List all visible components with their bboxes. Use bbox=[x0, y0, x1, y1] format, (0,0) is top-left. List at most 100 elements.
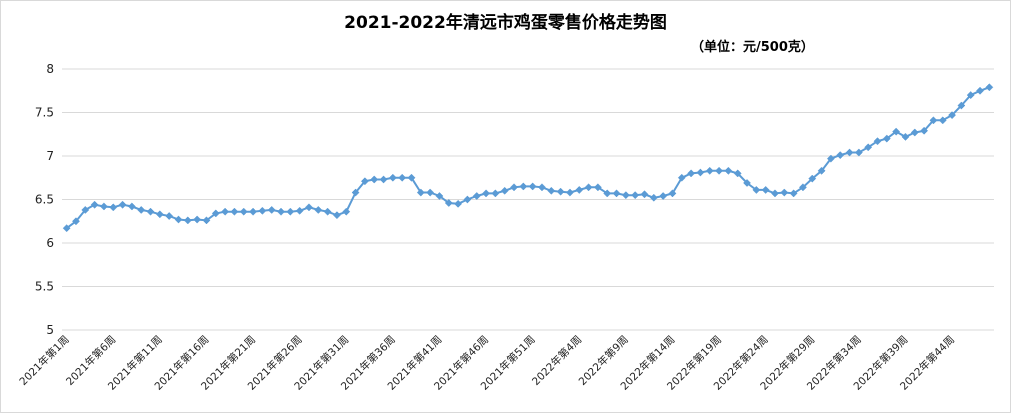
y-tick-label: 6 bbox=[46, 236, 54, 250]
y-axis-ticks: 5 5.5 6 6.5 7 7.5 8 bbox=[35, 62, 54, 337]
data-point bbox=[482, 189, 491, 198]
data-point bbox=[314, 205, 323, 214]
data-point bbox=[286, 207, 295, 216]
data-point bbox=[342, 207, 351, 216]
data-point bbox=[221, 207, 230, 216]
y-tick-label: 5.5 bbox=[35, 280, 54, 294]
chart-unit-subtitle: （单位：元/500克） bbox=[691, 40, 814, 55]
data-point bbox=[882, 134, 891, 143]
data-point bbox=[575, 185, 584, 194]
data-point bbox=[901, 132, 910, 141]
data-point bbox=[826, 154, 835, 163]
chart-title: 2021-2022年清远市鸡蛋零售价格走势图 bbox=[344, 13, 667, 33]
data-point bbox=[864, 143, 873, 152]
data-point bbox=[90, 200, 99, 209]
data-point bbox=[146, 207, 155, 216]
data-point bbox=[323, 207, 332, 216]
data-point bbox=[155, 210, 164, 219]
data-point bbox=[966, 91, 975, 100]
data-point bbox=[398, 173, 407, 182]
data-point bbox=[547, 186, 556, 195]
data-point bbox=[267, 205, 276, 214]
data-point bbox=[938, 116, 947, 125]
data-point bbox=[193, 215, 202, 224]
data-point bbox=[370, 175, 379, 184]
data-point bbox=[957, 101, 966, 110]
data-point bbox=[454, 199, 463, 208]
data-point bbox=[174, 215, 183, 224]
data-point bbox=[771, 189, 779, 198]
y-tick-label: 5 bbox=[46, 323, 54, 337]
series-points bbox=[62, 83, 994, 233]
data-point bbox=[649, 193, 658, 202]
data-point bbox=[687, 169, 696, 178]
data-point bbox=[463, 195, 472, 204]
data-point bbox=[62, 224, 71, 233]
y-tick-label: 8 bbox=[46, 62, 54, 76]
data-point bbox=[230, 207, 239, 216]
data-point bbox=[677, 173, 686, 182]
data-point bbox=[360, 177, 369, 186]
data-point bbox=[705, 166, 714, 175]
data-point bbox=[659, 192, 668, 200]
data-point bbox=[137, 205, 146, 214]
data-point bbox=[388, 173, 397, 182]
data-point bbox=[743, 179, 751, 187]
data-point bbox=[948, 111, 957, 120]
data-point bbox=[696, 168, 705, 177]
data-point bbox=[789, 189, 798, 198]
data-point bbox=[183, 216, 192, 225]
data-point bbox=[817, 166, 826, 175]
data-point bbox=[426, 188, 435, 197]
y-tick-label: 7.5 bbox=[35, 106, 54, 120]
data-point bbox=[780, 188, 789, 197]
data-point bbox=[379, 175, 388, 184]
data-point bbox=[500, 186, 509, 195]
data-point bbox=[305, 203, 313, 212]
data-point bbox=[277, 207, 285, 216]
data-point bbox=[118, 200, 127, 209]
data-point bbox=[640, 190, 649, 199]
data-point bbox=[472, 192, 481, 200]
data-point bbox=[631, 191, 640, 200]
data-point bbox=[985, 83, 994, 92]
data-point bbox=[808, 174, 817, 183]
data-point bbox=[211, 209, 220, 218]
data-point bbox=[854, 148, 863, 157]
data-point bbox=[668, 189, 677, 198]
data-point bbox=[351, 188, 360, 197]
series-line bbox=[66, 86, 990, 230]
data-point bbox=[99, 202, 108, 211]
data-point bbox=[435, 192, 444, 200]
data-point bbox=[603, 189, 612, 198]
data-point bbox=[510, 183, 518, 192]
data-point bbox=[836, 151, 845, 160]
data-point bbox=[127, 202, 136, 211]
data-point bbox=[258, 206, 267, 215]
data-point bbox=[407, 173, 416, 182]
data-point bbox=[621, 191, 630, 200]
data-point bbox=[109, 203, 118, 212]
data-point bbox=[612, 189, 621, 198]
data-point bbox=[81, 205, 90, 214]
data-point bbox=[72, 217, 80, 226]
data-point bbox=[873, 137, 882, 146]
grid-lines bbox=[62, 68, 994, 331]
data-point bbox=[538, 183, 546, 192]
data-point bbox=[798, 183, 807, 192]
data-point bbox=[976, 86, 984, 95]
x-axis-ticks: 2021年第1周2021年第6周2021年第11周2021年第16周2021年第… bbox=[17, 333, 957, 393]
data-point bbox=[733, 169, 742, 178]
data-point bbox=[761, 185, 770, 194]
y-tick-label: 7 bbox=[46, 149, 54, 163]
data-point bbox=[519, 182, 528, 191]
data-point bbox=[239, 207, 248, 216]
data-point bbox=[565, 188, 574, 197]
data-point bbox=[845, 148, 854, 157]
data-point bbox=[584, 183, 593, 192]
data-point bbox=[910, 128, 919, 137]
data-point bbox=[920, 126, 929, 135]
data-point bbox=[892, 127, 901, 136]
data-point bbox=[295, 206, 304, 215]
